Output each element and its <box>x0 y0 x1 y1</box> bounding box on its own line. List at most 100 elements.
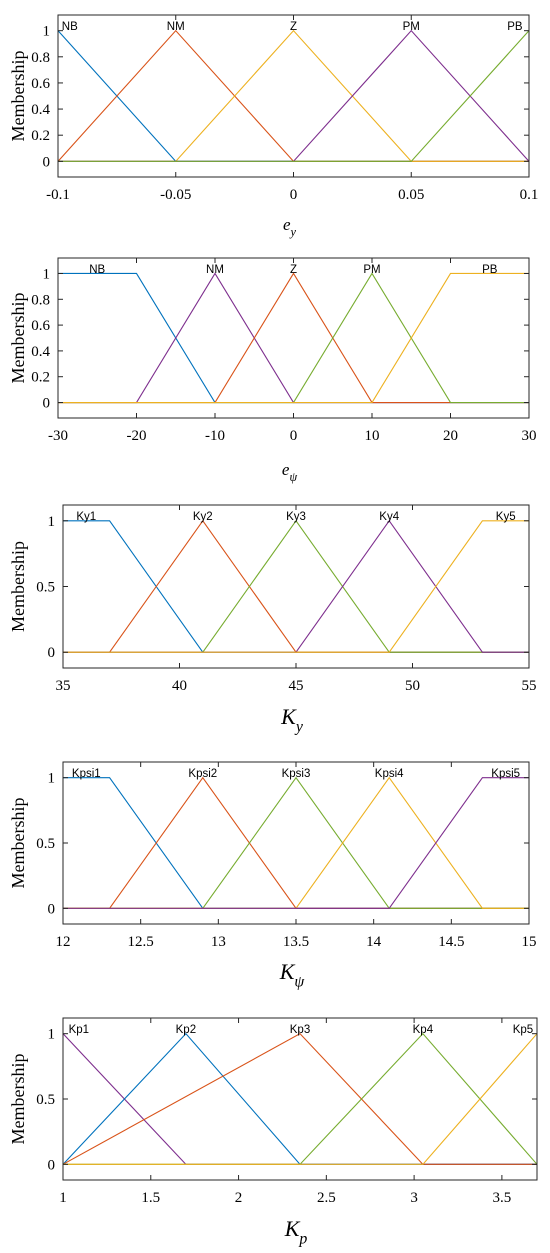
series-label-ky4: Ky4 <box>379 511 399 523</box>
y-tick-label: 1 <box>48 514 56 530</box>
series-label-kp4: Kp4 <box>413 1024 434 1036</box>
y-tick-label: 1 <box>48 1027 56 1043</box>
series-line-z <box>58 29 529 162</box>
x-tick-label: 35 <box>56 678 71 694</box>
x-axis-label-main: K <box>280 704 297 729</box>
series-label-kpsi5: Kpsi5 <box>491 768 520 780</box>
series-line-pb <box>58 272 529 404</box>
series-label-ky3: Ky3 <box>286 511 306 523</box>
y-tick-label: 0 <box>48 901 56 917</box>
y-tick-label: 0 <box>48 1157 56 1173</box>
x-tick-label: 45 <box>289 678 304 694</box>
series-label-pm: PM <box>363 264 380 276</box>
chart-panel-2: -30 -20 -10 0 10 20 30 0 0.2 0.4 0.6 0.8 1 NB NM Z PM PB M… <box>8 257 537 484</box>
x-tick-label: 30 <box>522 428 537 444</box>
series-line-kpsi4 <box>63 776 529 909</box>
x-tick-label: 10 <box>365 428 380 444</box>
y-tick-label: 0.5 <box>36 580 55 596</box>
x-axis-label: Kψ <box>279 959 306 991</box>
y-tick-label: 0.4 <box>31 344 50 360</box>
x-axis-label: Kp <box>284 1216 308 1248</box>
series-line-kp5 <box>63 1033 538 1165</box>
series-label-kpsi3: Kpsi3 <box>282 768 311 780</box>
x-tick-label: 14.5 <box>438 934 464 950</box>
x-axis-label-subscript: ψ <box>294 974 305 991</box>
x-tick-label: 0.1 <box>520 187 539 203</box>
series-label-pm: PM <box>403 21 420 33</box>
x-axis-label-main: K <box>279 959 296 984</box>
y-axis-label: Membership <box>8 293 28 384</box>
x-tick-label: 12.5 <box>128 934 154 950</box>
chart-panel-4: 12 12.5 13 13.5 14 14.5 15 0 0.5 1 Kpsi1 Kpsi2 Kpsi3… <box>8 761 537 991</box>
series-label-kpsi4: Kpsi4 <box>375 768 404 780</box>
y-tick-label: 0.8 <box>31 50 50 66</box>
y-axis-label: Membership <box>8 798 28 889</box>
x-tick-label: 2.5 <box>317 1190 336 1206</box>
x-tick-label: 1 <box>59 1190 67 1206</box>
y-axis-label: Membership <box>8 1054 28 1145</box>
y-tick-label: 0.4 <box>31 102 50 118</box>
series-label-kp3: Kp3 <box>290 1024 310 1036</box>
series-label-kp5: Kp5 <box>513 1024 533 1036</box>
series-line-pm <box>58 29 530 162</box>
x-tick-label: 13 <box>211 934 226 950</box>
series-label-nm: NM <box>167 21 185 33</box>
series-line-pm <box>58 272 529 404</box>
series-label-kpsi2: Kpsi2 <box>188 768 217 780</box>
series-label-kpsi1: Kpsi1 <box>72 768 101 780</box>
x-tick-label: 13.5 <box>283 934 309 950</box>
x-tick-label: 2 <box>235 1190 243 1206</box>
series-line-kpsi1 <box>63 777 529 909</box>
y-axis-label: Membership <box>8 51 28 142</box>
chart-panel-1: -0.1 -0.05 0 0.05 0.1 0 0.2 0.4 0.6 0.8 1 NB NM Z PM PB… <box>8 14 539 239</box>
x-axis-label-subscript: p <box>298 1231 307 1248</box>
x-tick-label: 1.5 <box>141 1190 160 1206</box>
series-label-ky2: Ky2 <box>193 511 213 523</box>
x-tick-label: 15 <box>522 934 537 950</box>
series-label-pb: PB <box>507 21 523 33</box>
axes-frame <box>57 257 530 419</box>
x-axis-label-main: e <box>282 460 290 479</box>
axes-frame <box>57 14 530 178</box>
series-line-nm <box>58 272 529 404</box>
x-axis-label-main: e <box>283 215 291 234</box>
x-tick-label: -0.05 <box>160 187 191 203</box>
series-line-z <box>58 272 529 404</box>
x-tick-label: 3.5 <box>493 1190 512 1206</box>
series-line-ky5 <box>63 520 529 653</box>
series-line-kpsi2 <box>63 776 529 909</box>
y-tick-label: 1 <box>43 24 51 40</box>
x-tick-label: -20 <box>127 428 147 444</box>
y-axis-label: Membership <box>8 541 28 632</box>
series-label-kp1: Kp1 <box>69 1024 89 1036</box>
y-tick-label: 0.5 <box>36 1092 55 1108</box>
x-axis-label: eψ <box>282 460 298 484</box>
y-tick-label: 0 <box>48 645 56 661</box>
x-axis-label-subscript: y <box>294 719 304 736</box>
series-label-ky5: Ky5 <box>496 511 516 523</box>
chart-panel-3: 35 40 45 50 55 0 0.5 1 Ky1 Ky2 Ky3 Ky4 Ky5 Membership… <box>8 504 537 736</box>
series-line-pb <box>58 30 530 162</box>
series-line-ky3 <box>63 519 529 653</box>
series-line-kp4 <box>63 1032 538 1165</box>
x-tick-label: -30 <box>48 428 68 444</box>
x-tick-label: 50 <box>405 678 420 694</box>
y-tick-label: 0.2 <box>31 128 50 144</box>
series-label-nb: NB <box>62 21 78 33</box>
x-tick-label: 0 <box>290 428 298 444</box>
series-line-nm <box>57 29 529 162</box>
y-tick-label: 0.8 <box>31 292 50 308</box>
series-line-kp2 <box>62 1032 537 1165</box>
series-label-kp2: Kp2 <box>176 1024 196 1036</box>
y-tick-label: 0.6 <box>31 76 50 92</box>
x-tick-label: 55 <box>522 678 537 694</box>
series-label-nm: NM <box>206 264 224 276</box>
x-axis-label-main: K <box>284 1216 301 1241</box>
y-tick-label: 0 <box>43 154 51 170</box>
axes-frame <box>62 1017 538 1181</box>
series-line-nb <box>58 272 529 404</box>
y-tick-label: 1 <box>43 266 51 282</box>
y-tick-label: 0.2 <box>31 370 50 386</box>
y-tick-label: 0.6 <box>31 318 50 334</box>
